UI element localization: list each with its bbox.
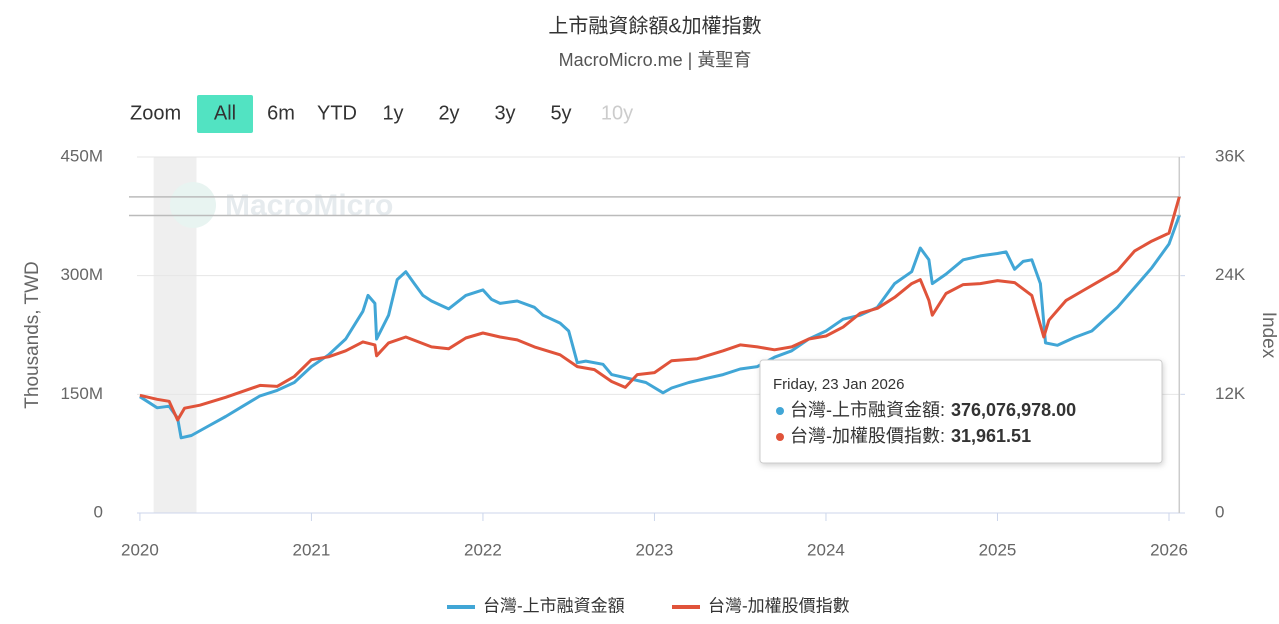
tooltip-row: 台灣-加權股價指數: 31,961.51 [790,426,1031,446]
y-tick-label: 0 [94,502,103,521]
tooltip-label: 台灣-加權股價指數: [790,426,945,446]
y2-tick-label: 0 [1215,502,1224,521]
y-tick-label: 300M [60,265,103,284]
legend-label[interactable]: 台灣-加權股價指數 [708,596,850,615]
legend-label[interactable]: 台灣-上市融資金額 [483,596,625,615]
range-button[interactable]: 3y [494,102,515,124]
chart-subtitle: MacroMicro.me | 黃聖育 [559,50,752,70]
range-button[interactable]: All [214,102,236,124]
tooltip-title: Friday, 23 Jan 2026 [773,376,904,393]
y2-tick-label: 24K [1215,265,1246,284]
x-tick-label: 2023 [636,540,674,559]
tooltip-bullet [776,433,784,441]
watermark: MacroMicro [225,189,393,222]
y2-tick-label: 36K [1215,146,1246,165]
series-layer [139,196,1181,440]
background-layer: MacroMicro [129,156,1185,521]
x-tick-label: 2022 [464,540,502,559]
range-button[interactable]: 2y [438,102,459,124]
y2-tick-label: 12K [1215,384,1246,403]
overlay-layer: 上市融資餘額&加權指數 MacroMicro.me | 黃聖育 Zoom Tho… [22,14,1279,615]
watermark-icon [170,182,216,228]
y-tick-label: 150M [60,384,103,403]
x-tick-label: 2020 [121,540,159,559]
range-button[interactable]: YTD [317,102,357,124]
series-line [139,214,1181,440]
x-tick-label: 2025 [979,540,1017,559]
y-axis-title: Thousands, TWD [22,261,43,408]
x-tick-label: 2026 [1150,540,1188,559]
tooltip-value: 31,961.51 [951,426,1031,446]
range-button: 10y [601,102,633,124]
tooltip-row: 台灣-上市融資金額: 376,076,978.00 [790,400,1076,420]
range-button[interactable]: 1y [382,102,403,124]
tooltip-label: 台灣-上市融資金額: [790,400,945,420]
y2-axis-title: Index [1258,312,1279,359]
tooltip-value: 376,076,978.00 [951,400,1076,420]
series-line [139,196,1181,422]
range-button-bg [197,95,253,133]
chart-title: 上市融資餘額&加權指數 [548,14,761,37]
range-button[interactable]: 5y [550,102,571,124]
x-tick-label: 2024 [807,540,845,559]
x-tick-label: 2021 [293,540,331,559]
tooltip: Friday, 23 Jan 2026 台灣-上市融資金額: 376,076,978… [759,359,1163,464]
range-button[interactable]: 6m [267,102,295,124]
tooltip-bullet [776,407,784,415]
zoom-label: Zoom [130,102,181,124]
y-tick-label: 450M [60,146,103,165]
tooltip-box [759,359,1163,464]
